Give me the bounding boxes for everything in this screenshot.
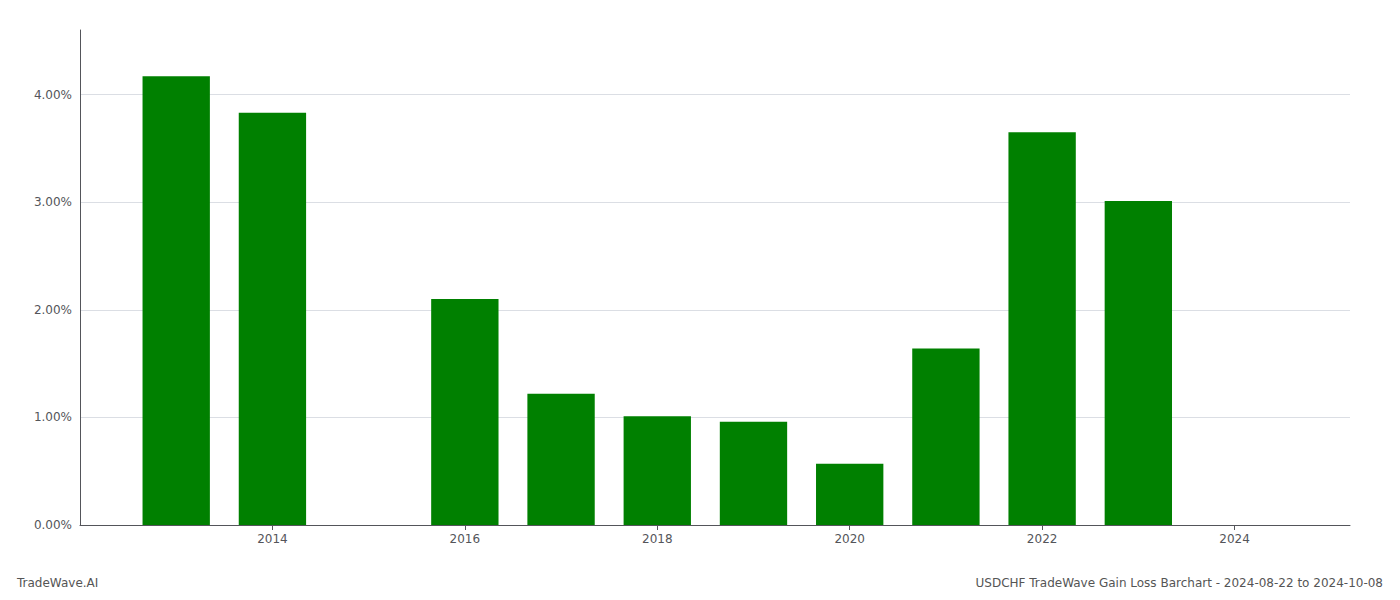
svg-text:2014: 2014 xyxy=(257,532,288,546)
svg-text:0.00%: 0.00% xyxy=(34,518,72,532)
svg-text:2024: 2024 xyxy=(1219,532,1250,546)
svg-text:2022: 2022 xyxy=(1027,532,1058,546)
svg-text:2020: 2020 xyxy=(834,532,865,546)
svg-text:TradeWave.AI: TradeWave.AI xyxy=(16,576,98,590)
svg-text:2016: 2016 xyxy=(450,532,481,546)
svg-text:3.00%: 3.00% xyxy=(34,195,72,209)
svg-text:USDCHF TradeWave Gain Loss Bar: USDCHF TradeWave Gain Loss Barchart - 20… xyxy=(976,576,1383,590)
svg-text:1.00%: 1.00% xyxy=(34,410,72,424)
svg-text:2.00%: 2.00% xyxy=(34,303,72,317)
svg-text:4.00%: 4.00% xyxy=(34,88,72,102)
svg-text:2018: 2018 xyxy=(642,532,673,546)
